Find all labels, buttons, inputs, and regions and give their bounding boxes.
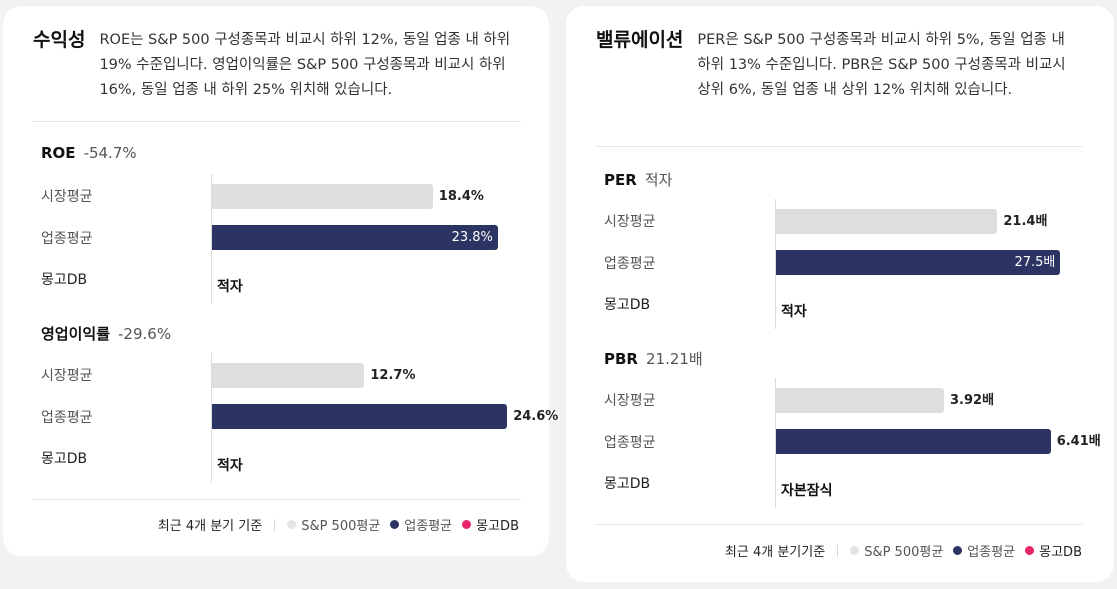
legend-divider [33,499,521,500]
per-heading: PER 적자 [604,169,672,190]
legend-company-label: 몽고DB [476,519,519,534]
company-value: 적자 [781,304,807,320]
legend-industry: 업종평균 [390,515,452,534]
company-value: 적자 [217,458,243,474]
legend-company-label: 몽고DB [1039,545,1082,560]
legend-dot-icon [1025,546,1035,555]
company-label: 몽고DB [604,476,651,492]
legend-dot-icon [953,546,963,555]
profitability-title: 수익성 [33,29,86,51]
metric-name: ROE [41,144,76,162]
legend-basis: 최근 4개 분기 기준 [157,519,263,534]
legend-market: S&P 500평균 [850,541,943,560]
legend-company: 몽고DB [1025,541,1082,560]
market-value: 18.4% [438,189,484,204]
industry-label: 업종평균 [604,435,656,451]
metric-name: PER [604,171,637,189]
legend-separator [837,544,839,557]
legend-company: 몽고DB [462,515,519,534]
market-label: 시장평균 [41,189,93,205]
market-bar [212,184,433,209]
chart-axis [211,174,212,304]
market-label: 시장평균 [604,214,656,230]
profitability-description: ROE는 S&P 500 구성종목과 비교시 하위 12%, 동일 업종 내 하… [99,32,511,98]
industry-bar [776,250,1061,275]
valuation-card: 밸류에이션 PER은 S&P 500 구성종목과 비교시 하위 5%, 동일 업… [566,6,1114,582]
legend: 최근 4개 분기 기준 S&P 500평균 업종평균 몽고DB [158,515,519,534]
legend-market: S&P 500평균 [287,515,380,534]
market-value: 21.4배 [1003,214,1048,229]
operating-margin-section: 영업이익률 -29.6% 시장평균 업종평균 몽고DB 12.7% 24.6% 적… [41,323,558,483]
valuation-header: 밸류에이션 PER은 S&P 500 구성종목과 비교시 하위 5%, 동일 업… [596,28,1067,103]
profitability-header: 수익성 ROE는 S&P 500 구성종목과 비교시 하위 12%, 동일 업종… [33,28,519,103]
industry-bar [776,429,1051,454]
industry-value: 6.41배 [1056,434,1101,449]
legend-dot-icon [850,546,860,555]
industry-label: 업종평균 [41,231,93,247]
legend-dot-icon [390,520,400,529]
legend-divider [596,524,1082,525]
per-section: PER 적자 시장평균 업종평균 몽고DB 21.4배 27.5배 적자 [604,169,1084,329]
market-bar [776,388,944,413]
industry-value: 24.6% [513,409,559,424]
operating-margin-heading: 영업이익률 -29.6% [41,323,171,344]
chart-axis [775,199,776,329]
valuation-description: PER은 S&P 500 구성종목과 비교시 하위 5%, 동일 업종 내 하위… [697,32,1066,98]
company-label: 몽고DB [41,272,88,288]
pbr-heading: PBR 21.21배 [604,348,703,369]
legend-industry-label: 업종평균 [404,519,453,534]
legend: 최근 4개 분기기준 S&P 500평균 업종평균 몽고DB [725,541,1082,560]
header-divider [596,146,1082,147]
company-value: 적자 [217,279,243,295]
chart-axis [211,353,212,483]
company-label: 몽고DB [41,451,88,467]
market-label: 시장평균 [604,393,656,409]
pbr-section: PBR 21.21배 시장평균 업종평균 몽고DB 3.92배 6.41배 자본잠… [604,348,1101,508]
legend-market-label: S&P 500평균 [864,545,944,560]
metric-value: -54.7% [83,144,137,162]
market-bar [776,209,998,234]
company-value: 자본잠식 [781,483,833,499]
market-value: 12.7% [370,368,416,383]
legend-basis: 최근 4개 분기기준 [724,545,826,560]
metric-value: 21.21배 [645,350,703,368]
legend-dot-icon [287,520,297,529]
industry-bar [212,225,498,250]
legend-dot-icon [462,520,472,529]
market-label: 시장평균 [41,368,93,384]
legend-market-label: S&P 500평균 [301,519,381,534]
industry-label: 업종평균 [604,256,656,272]
industry-value: 27.5배 [1014,255,1056,270]
company-label: 몽고DB [604,297,651,313]
market-value: 3.92배 [950,393,995,408]
metric-value: -29.6% [118,325,172,343]
legend-industry: 업종평균 [953,541,1015,560]
industry-value: 23.8% [451,230,493,245]
roe-heading: ROE -54.7% [41,144,137,162]
metric-name: PBR [604,350,638,368]
metric-value: 적자 [644,171,673,189]
market-bar [212,363,365,388]
valuation-title: 밸류에이션 [596,29,684,51]
profitability-card: 수익성 ROE는 S&P 500 구성종목과 비교시 하위 12%, 동일 업종… [3,6,558,556]
industry-bar [212,404,508,429]
metric-name: 영업이익률 [41,325,111,343]
industry-label: 업종평균 [41,410,93,426]
header-divider [33,121,521,122]
legend-separator [274,518,276,531]
roe-section: ROE -54.7% 시장평균 업종평균 몽고DB 18.4% 23.8% 적자 [41,144,521,304]
chart-axis [775,378,776,508]
legend-industry-label: 업종평균 [967,545,1016,560]
